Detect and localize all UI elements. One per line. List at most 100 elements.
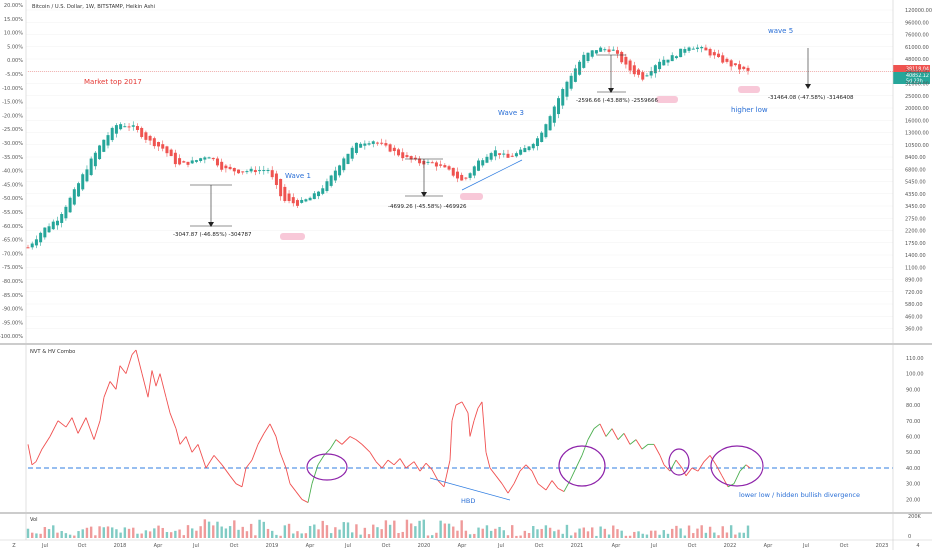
candle [573,68,577,82]
volume-bar [603,528,607,538]
candle [135,126,139,130]
nvt-segment [119,365,127,374]
nvt-segment [437,480,445,488]
candle [413,157,417,160]
nvt-segment [733,470,741,484]
volume-bar [39,533,42,538]
volume-bar [123,527,127,538]
volume-bar [687,525,691,538]
volume-bar [666,533,670,538]
time-axis-label: Z [12,543,16,549]
nvt-segment [191,444,199,453]
nvt-segment [355,439,363,445]
nvt-segment [41,436,51,450]
nvt-segment [617,433,625,440]
candle [687,47,691,51]
nvt-segment [295,491,303,500]
left-axis-label: -70.00% [2,251,23,257]
indicator-axis-label: 110.00 [906,356,924,362]
indicator-axis-label: 50.00 [906,450,920,456]
volume-bar [111,527,114,538]
volume-bar [245,531,249,538]
candle [384,143,388,146]
left-axis-label: -60.00% [2,224,23,230]
volume-bar [266,528,270,538]
nvt-segment [93,420,101,440]
price-axis-label: 96000.00 [905,20,929,26]
candle [742,66,746,70]
candle [691,48,695,50]
volume-bar [300,533,303,538]
candle [144,132,148,140]
candle [401,152,405,159]
volume-bar [515,535,518,538]
nvt-segment [141,373,149,398]
candle [182,161,186,163]
candle [674,56,678,59]
volume-bar [140,533,143,538]
volume-bar [540,528,543,538]
candle [140,127,144,137]
candle [98,145,102,160]
candle [472,166,476,176]
left-axis-label: -30.00% [2,141,23,147]
candle [578,61,582,75]
nvt-segment [329,439,337,450]
nvt-segment [341,436,351,445]
volume-bar [372,524,375,538]
nvt-segment [135,349,143,374]
price-axis-label: 39000.00 [905,69,929,75]
candle [367,143,371,145]
candle [704,47,708,51]
nvt-segment [169,412,177,429]
volume-bar [262,521,265,538]
price-axis-label: 76000.00 [905,33,929,39]
nvt-segment [635,439,643,450]
volume-bar [195,530,198,538]
volume-bar [405,519,409,538]
volume-bar [447,523,451,538]
candle [738,64,742,70]
time-axis-label: Apr [154,543,164,549]
nvt-segment [697,461,705,472]
candle [43,227,47,238]
candle [291,197,295,204]
volume-bar [384,520,388,538]
volume-bar [68,534,72,538]
nvt-segment [599,423,607,437]
volume-bar [519,535,522,538]
nvt-segment [361,444,371,453]
volume-bar [94,535,97,538]
candle [106,135,110,146]
nvt-segment [205,455,215,469]
volume-bar [586,531,590,538]
volume-bar [460,520,463,538]
nvt-segment [507,483,515,494]
candle [481,160,485,166]
candle [72,189,76,205]
nvt-segment [681,467,687,477]
nvt-segment [675,459,683,469]
volume-title: Vol [30,517,37,523]
volume-bar [43,527,47,538]
indicator-axis-label: 80.00 [906,403,920,409]
candle [607,49,611,52]
candle [502,153,506,155]
time-axis-label: 2022 [724,543,737,549]
candle [624,56,628,65]
volume-bar [342,522,345,538]
volume-bar [620,530,623,538]
left-axis-label: -100.00% [0,334,23,340]
candle [599,47,603,52]
volume-bar [683,535,687,538]
annotation-wave-3: Wave 3 [498,109,524,117]
nvt-segment [125,354,133,374]
candle [237,169,241,174]
volume-bar [616,529,619,538]
time-axis-label: 2019 [266,543,279,549]
left-axis-label: 15.00% [4,17,23,23]
candle [746,67,750,71]
time-axis-label: 2020 [418,543,431,549]
volume-axis-label: 0 [908,534,911,540]
